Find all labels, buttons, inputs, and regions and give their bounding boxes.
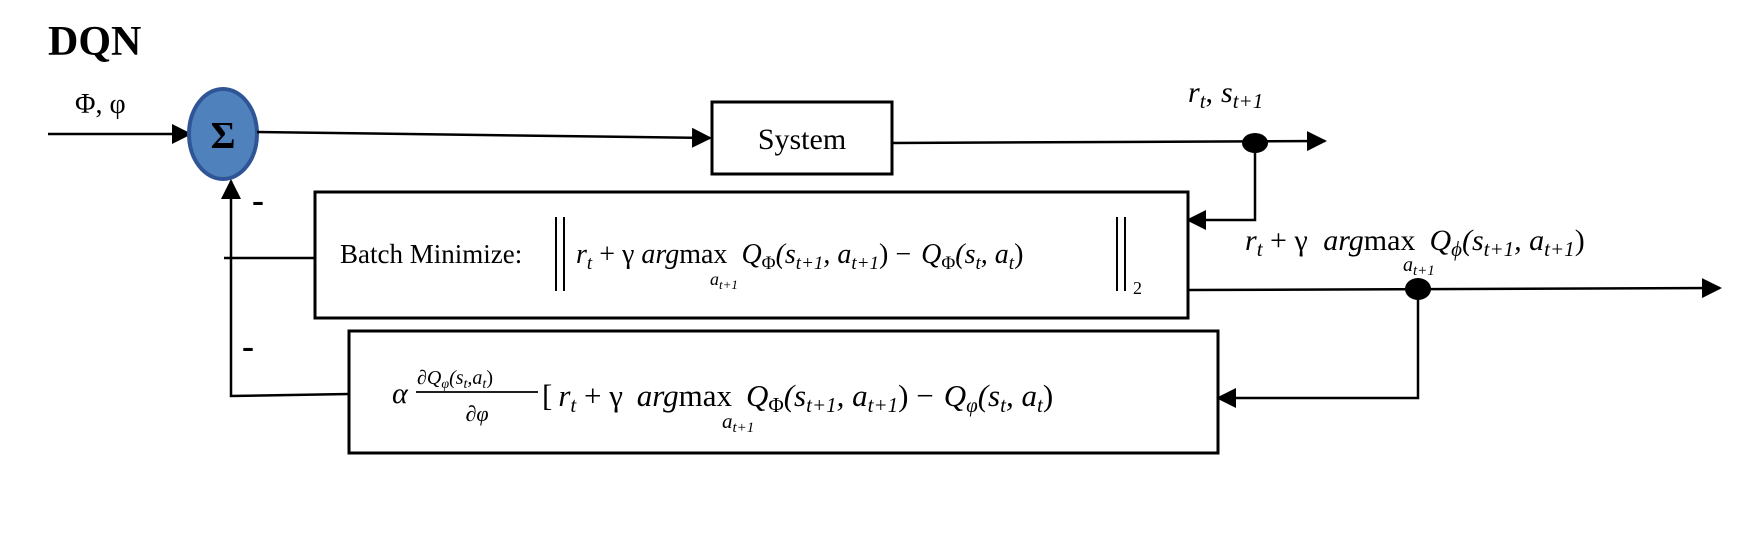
diagram-title: DQN — [48, 19, 141, 65]
target-argmax-subscript: at+1 — [1403, 254, 1435, 279]
batch-formula: rt + γ argmax QΦ(st+1, at+1) − QΦ(st, at) — [576, 239, 1023, 274]
target-formula: rt + γ argmax Qϕ(st+1, at+1) — [1245, 224, 1585, 261]
grad-formula: [rt + γ argmax QΦ(st+1, at+1) − Qφ(st, at) — [542, 378, 1053, 417]
grad-minus-sign: - — [242, 326, 254, 366]
batch-minus-sign: - — [252, 180, 264, 220]
grad-numerator: ∂Qφ(st,at) — [417, 367, 493, 392]
sum-to-system-arrow — [256, 127, 712, 148]
system-label: System — [758, 123, 846, 156]
input-label: Φ, φ — [75, 89, 126, 120]
feedback-to-grad-arrow — [1216, 289, 1420, 408]
grad-argmax-subscript: at+1 — [722, 409, 754, 436]
sigma-symbol: Σ — [211, 115, 236, 157]
grad-alpha: α — [392, 377, 409, 410]
grad-denominator: ∂φ — [465, 401, 488, 426]
system-box — [710, 100, 894, 176]
batch-argmax-subscript: at+1 — [710, 269, 738, 292]
norm-subscript: 2 — [1133, 278, 1142, 298]
target-output-arrow — [1187, 278, 1722, 299]
batch-minimize-box — [313, 190, 1190, 320]
grad-to-summer-arrow — [221, 179, 350, 398]
batch-label: Batch Minimize: — [340, 239, 522, 269]
feedback-to-batch-arrow — [1186, 143, 1257, 230]
output-label: rt, st+1 — [1188, 76, 1263, 113]
